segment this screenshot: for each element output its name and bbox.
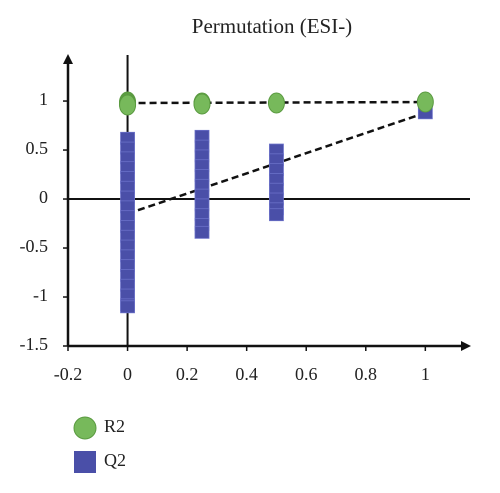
y-tick-label: 0.5 <box>26 138 49 158</box>
q2-point <box>269 208 284 222</box>
x-tick-label: -0.2 <box>54 364 83 384</box>
x-tick-label: 0.6 <box>295 364 318 384</box>
chart-title: Permutation (ESI-) <box>192 14 352 38</box>
r2-point <box>119 94 137 116</box>
x-tick-label: 0.8 <box>355 364 378 384</box>
r2-point <box>193 93 211 115</box>
r2-point <box>267 92 285 114</box>
y-tick-label: 1 <box>39 89 48 109</box>
x-tick-label: 0.4 <box>235 364 258 384</box>
legend-marker <box>74 451 96 473</box>
y-tick-label: -1.5 <box>20 334 49 354</box>
y-tick-label: -1 <box>33 285 48 305</box>
r2-point <box>416 91 434 113</box>
legend-marker <box>73 416 97 440</box>
legend-label: Q2 <box>104 450 126 470</box>
x-tick-label: 0 <box>123 364 132 384</box>
legend-label: R2 <box>104 416 125 436</box>
y-tick-label: -0.5 <box>20 236 49 256</box>
q2-point <box>194 225 210 239</box>
y-tick-label: 0 <box>39 187 48 207</box>
x-tick-label: 0.2 <box>176 364 199 384</box>
x-tick-label: 1 <box>421 364 430 384</box>
q2-point <box>120 300 135 314</box>
